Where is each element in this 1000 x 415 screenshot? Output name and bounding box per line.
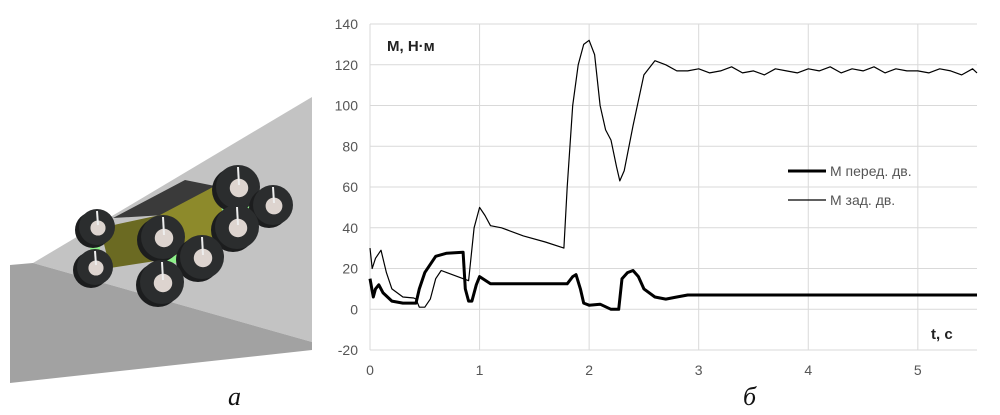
legend-label-front: М перед. дв. [830, 163, 912, 179]
wheel [75, 209, 115, 248]
wheel [73, 249, 113, 288]
y-tick-label: 20 [342, 261, 358, 277]
wheel-spoke [96, 210, 99, 226]
x-tick-label: 1 [476, 362, 484, 378]
wheel-hub [154, 228, 174, 248]
y-axis-label: М, Н·м [387, 38, 435, 55]
wheel-hub [90, 220, 106, 236]
wheel [176, 235, 224, 282]
x-tick-label: 4 [804, 362, 812, 378]
wheel-spoke [236, 206, 239, 226]
y-tick-label: 40 [342, 220, 358, 236]
wheel [136, 260, 184, 307]
legend: М перед. дв. М зад. дв. [788, 163, 912, 208]
y-tick-label: -20 [338, 342, 358, 358]
robot-on-slope-render [10, 97, 312, 383]
x-tick-label: 5 [914, 362, 922, 378]
y-tick-label: 0 [350, 301, 358, 317]
series-line-rear-motor [369, 39, 978, 308]
wheel-spoke [237, 166, 240, 186]
wheel-hub [153, 273, 173, 293]
legend-label-rear: М зад. дв. [830, 192, 895, 208]
panel-label-b: б [743, 382, 757, 411]
x-tick-label: 3 [695, 362, 703, 378]
y-tick-label: 60 [342, 179, 358, 195]
wheel [137, 215, 185, 262]
robot-top-plate [113, 180, 215, 218]
wheel-hub [229, 178, 249, 198]
wheel-spoke [201, 236, 204, 256]
wheel-hub [88, 260, 104, 276]
wheel-hub [228, 218, 248, 238]
y-tick-label: 120 [335, 57, 359, 73]
y-tick-label: 140 [335, 16, 359, 32]
wheel-spoke [161, 261, 164, 281]
wheel-spoke [272, 186, 275, 204]
x-axis-label: t, c [931, 326, 953, 343]
series-line-front-motor [368, 250, 977, 311]
wheel-hub [193, 248, 213, 268]
x-tick-label: 0 [366, 362, 374, 378]
wheel-spoke [162, 216, 165, 236]
wheel [249, 185, 293, 228]
panel-label-a: а [228, 382, 241, 411]
y-tick-label: 80 [342, 138, 358, 154]
slope-surface-dark [10, 263, 312, 383]
wheel-spoke [94, 250, 97, 266]
y-tick-label: 100 [335, 98, 359, 114]
x-tick-label: 2 [585, 362, 593, 378]
wheel-hub [265, 197, 283, 215]
wheel [211, 205, 259, 252]
wheel [212, 165, 260, 212]
